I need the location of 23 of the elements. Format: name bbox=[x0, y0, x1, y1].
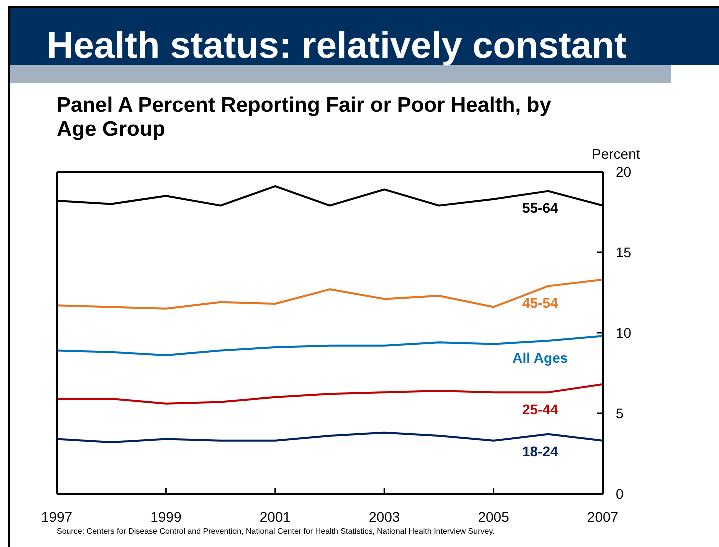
series-label: 45-54 bbox=[522, 295, 559, 312]
y-tick-label: 10 bbox=[616, 324, 632, 341]
y-tick-label: 0 bbox=[616, 486, 624, 502]
series-label: 18-24 bbox=[522, 443, 559, 460]
y-tick-label: 5 bbox=[616, 405, 624, 422]
y-axis-title: Percent bbox=[592, 146, 640, 162]
x-tick-label: 1997 bbox=[41, 508, 73, 525]
x-tick-label: 2005 bbox=[478, 508, 510, 525]
y-tick-label: 15 bbox=[616, 244, 632, 260]
line-series bbox=[57, 278, 603, 310]
chart-title: Health status: relatively constant bbox=[47, 25, 627, 66]
chart-subtitle: Panel A Percent Reporting Fair or Poor Health, by Age Group bbox=[57, 94, 552, 142]
series-label: 55-64 bbox=[522, 200, 559, 216]
x-tick-label: 2001 bbox=[260, 508, 292, 525]
source-note: Source: Centers for Disease Control and Prevention, National Center for Health Statistics, National Health Interview Survey. bbox=[57, 527, 495, 537]
x-tick-label: 2003 bbox=[369, 508, 400, 525]
series-label: 25-44 bbox=[522, 401, 559, 418]
line-series bbox=[57, 432, 603, 444]
series-label: All Ages bbox=[512, 350, 568, 366]
x-tick-label: 1999 bbox=[150, 508, 182, 525]
line-series bbox=[57, 384, 603, 405]
x-tick-label: 2007 bbox=[587, 508, 619, 525]
y-tick-label: 20 bbox=[616, 164, 632, 180]
